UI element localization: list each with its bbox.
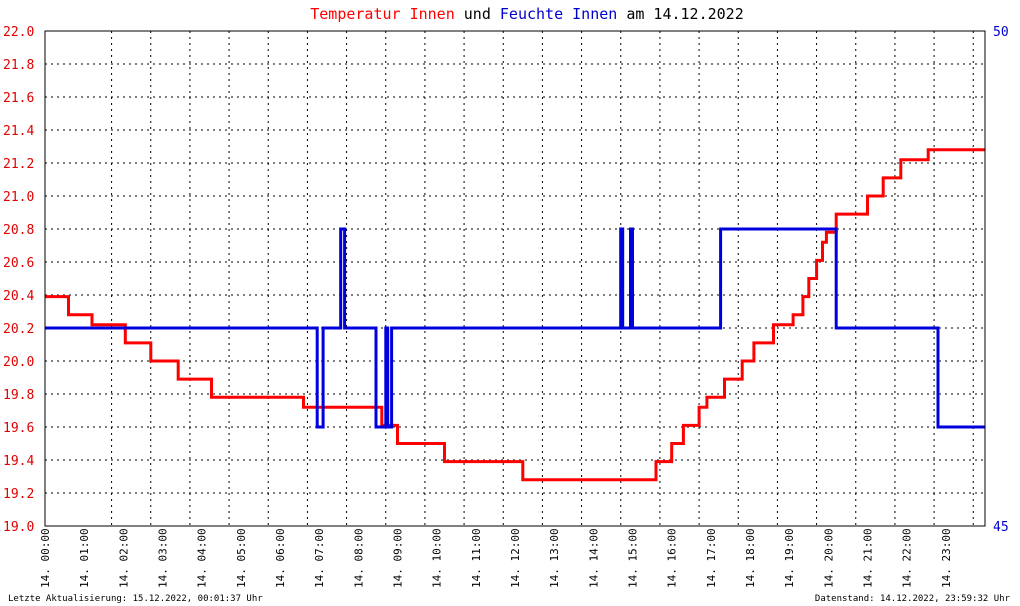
x-tick-label: 14. 15:00 bbox=[627, 528, 640, 588]
y-left-tick-label: 20.0 bbox=[3, 355, 34, 370]
x-tick-label: 14. 23:00 bbox=[940, 528, 953, 588]
x-axis: 14. 00:00 14. 01:00 14. 02:00 14. 03:00 14. … bbox=[39, 528, 953, 588]
series-layer bbox=[45, 148, 985, 482]
x-tick-label: 14. 12:00 bbox=[509, 528, 522, 588]
right-axis: 45 50 bbox=[993, 25, 1009, 535]
y-left-tick-label: 22.0 bbox=[3, 25, 34, 40]
y-left-tick-label: 21.8 bbox=[3, 58, 34, 73]
x-tick-label: 14. 17:00 bbox=[705, 528, 718, 588]
x-tick-label: 14. 14:00 bbox=[587, 528, 600, 588]
x-tick-label: 14. 07:00 bbox=[313, 528, 326, 588]
left-axis: 19.0 19.2 19.4 19.6 19.8 20.0 20.2 20.4 20.6 20.8… bbox=[3, 25, 34, 535]
x-tick-label: 14. 11:00 bbox=[470, 528, 483, 588]
y-left-tick-label: 20.2 bbox=[3, 322, 34, 337]
x-tick-label: 14. 00:00 bbox=[39, 528, 52, 588]
y-left-tick-label: 19.4 bbox=[3, 454, 34, 469]
footer-data-state: Datenstand: 14.12.2022, 23:59:32 Uhr bbox=[815, 594, 1011, 604]
y-left-tick-label: 20.4 bbox=[3, 289, 34, 304]
y-left-tick-label: 21.4 bbox=[3, 124, 34, 139]
y-left-tick-label: 19.2 bbox=[3, 487, 34, 502]
x-tick-label: 14. 04:00 bbox=[196, 528, 209, 588]
x-tick-label: 14. 09:00 bbox=[392, 528, 405, 588]
x-tick-label: 14. 13:00 bbox=[548, 528, 561, 588]
humidity-series-line bbox=[45, 227, 985, 429]
title-and: und bbox=[455, 5, 500, 23]
x-tick-label: 14. 01:00 bbox=[78, 528, 91, 588]
title-humidity: Feuchte Innen bbox=[500, 5, 617, 23]
footer-last-update: Letzte Aktualisierung: 15.12.2022, 00:01… bbox=[8, 594, 263, 604]
x-tick-label: 14. 03:00 bbox=[157, 528, 170, 588]
x-tick-label: 14. 22:00 bbox=[901, 528, 914, 588]
title-temperature: Temperatur Innen bbox=[310, 5, 455, 23]
title-date: am 14.12.2022 bbox=[617, 5, 743, 23]
x-tick-label: 14. 20:00 bbox=[822, 528, 835, 588]
y-left-tick-label: 19.6 bbox=[3, 421, 34, 436]
x-tick-label: 14. 19:00 bbox=[783, 528, 796, 588]
x-tick-label: 14. 21:00 bbox=[862, 528, 875, 588]
x-tick-label: 14. 02:00 bbox=[117, 528, 130, 588]
x-tick-label: 14. 16:00 bbox=[666, 528, 679, 588]
x-tick-label: 14. 05:00 bbox=[235, 528, 248, 588]
y-left-tick-label: 21.6 bbox=[3, 91, 34, 106]
x-tick-label: 14. 10:00 bbox=[431, 528, 444, 588]
chart-title: Temperatur Innen und Feuchte Innen am 14… bbox=[310, 5, 744, 23]
y-left-tick-label: 19.0 bbox=[3, 520, 34, 535]
plot-frame bbox=[44, 30, 986, 527]
y-left-tick-label: 21.2 bbox=[3, 157, 34, 172]
y-left-tick-label: 20.6 bbox=[3, 256, 34, 271]
temperature-series-line bbox=[45, 148, 985, 482]
x-tick-label: 14. 08:00 bbox=[352, 528, 365, 588]
y-left-tick-label: 19.8 bbox=[3, 388, 34, 403]
grid bbox=[45, 31, 985, 526]
y-right-tick-label: 45 bbox=[993, 520, 1009, 535]
x-tick-label: 14. 06:00 bbox=[274, 528, 287, 588]
x-tick-label: 14. 18:00 bbox=[744, 528, 757, 588]
y-left-tick-label: 20.8 bbox=[3, 223, 34, 238]
y-right-tick-label: 50 bbox=[993, 25, 1009, 40]
y-left-tick-label: 21.0 bbox=[3, 190, 34, 205]
